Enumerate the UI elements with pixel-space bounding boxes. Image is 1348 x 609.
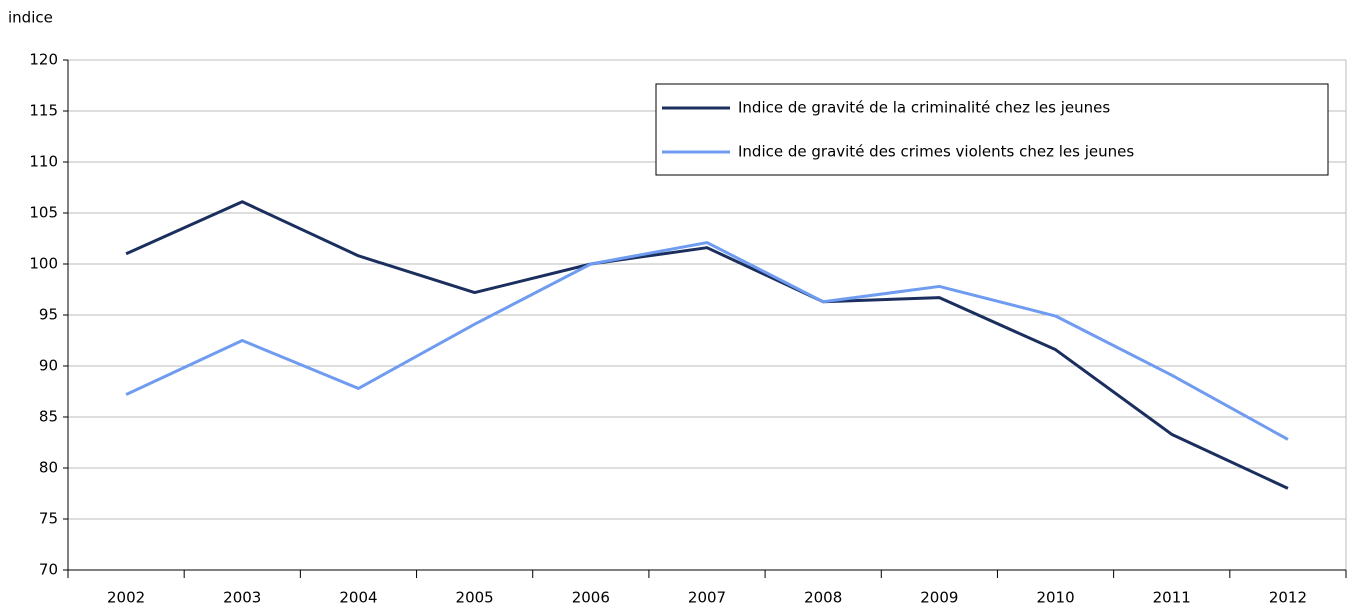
y-tick-label: 95: [39, 306, 58, 324]
y-tick-label: 70: [39, 561, 58, 579]
x-tick-label: 2011: [1153, 589, 1191, 607]
y-tick-label: 115: [29, 102, 58, 120]
legend-label: Indice de gravité de la criminalité chez…: [738, 99, 1110, 117]
y-tick-label: 80: [39, 459, 58, 477]
y-tick-label: 75: [39, 510, 58, 528]
x-tick-label: 2008: [804, 589, 842, 607]
y-tick-label: 120: [29, 51, 58, 69]
x-tick-label: 2009: [920, 589, 958, 607]
y-tick-label: 85: [39, 408, 58, 426]
y-tick-label: 105: [29, 204, 58, 222]
y-tick-label: 90: [39, 357, 58, 375]
x-tick-label: 2007: [688, 589, 726, 607]
x-tick-label: 2012: [1269, 589, 1307, 607]
x-tick-label: 2005: [456, 589, 494, 607]
legend-label: Indice de gravité des crimes violents ch…: [738, 143, 1134, 161]
x-tick-label: 2002: [107, 589, 145, 607]
x-tick-label: 2003: [223, 589, 261, 607]
x-tick-label: 2006: [572, 589, 610, 607]
x-tick-label: 2010: [1036, 589, 1074, 607]
series-line: [125, 200, 1289, 490]
y-axis-label: indice: [8, 9, 53, 27]
x-tick-label: 2004: [339, 589, 377, 607]
legend-box: [655, 83, 1329, 176]
series-line: [125, 241, 1289, 441]
y-tick-label: 100: [29, 255, 58, 273]
y-tick-label: 110: [29, 153, 58, 171]
